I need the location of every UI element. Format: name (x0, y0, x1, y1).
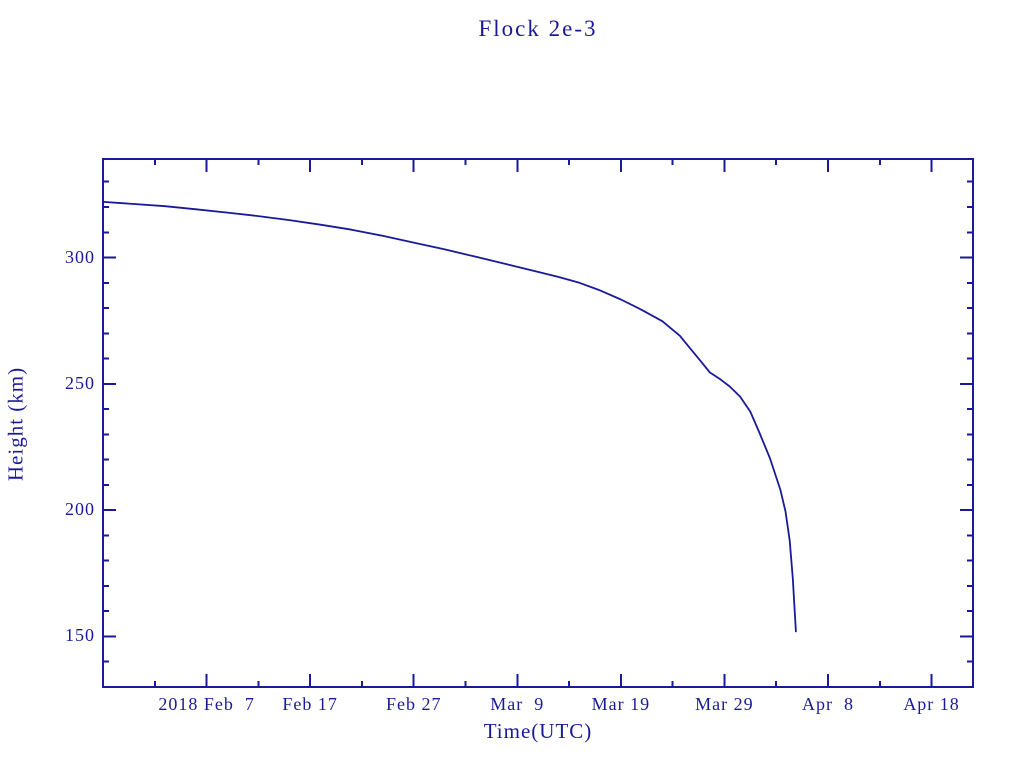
chart-title: Flock 2e-3 (478, 16, 598, 41)
plot-frame (102, 158, 974, 688)
y-tick-label: 150 (65, 625, 95, 646)
y-tick-label: 200 (65, 499, 95, 520)
axis-ticks (103, 159, 973, 687)
height-curve (102, 200, 797, 633)
data-curve (102, 200, 797, 633)
y-tick-label: 250 (65, 372, 95, 393)
x-tick-label: Mar 9 (490, 694, 545, 714)
x-tick-label: Mar 29 (695, 694, 754, 714)
x-tick-label: Apr 18 (903, 694, 960, 714)
x-tick-label: Mar 19 (591, 694, 651, 714)
plot-frame-rect (102, 158, 974, 688)
y-tick-label: 300 (65, 246, 95, 267)
x-tick-label: 2018 Feb 7 (158, 694, 255, 714)
x-axis-title: Time(UTC) (483, 719, 593, 743)
x-tick-label: Apr 8 (802, 694, 854, 714)
x-tick-label: Feb 27 (385, 694, 442, 714)
x-tick-label: Feb 17 (282, 694, 338, 714)
